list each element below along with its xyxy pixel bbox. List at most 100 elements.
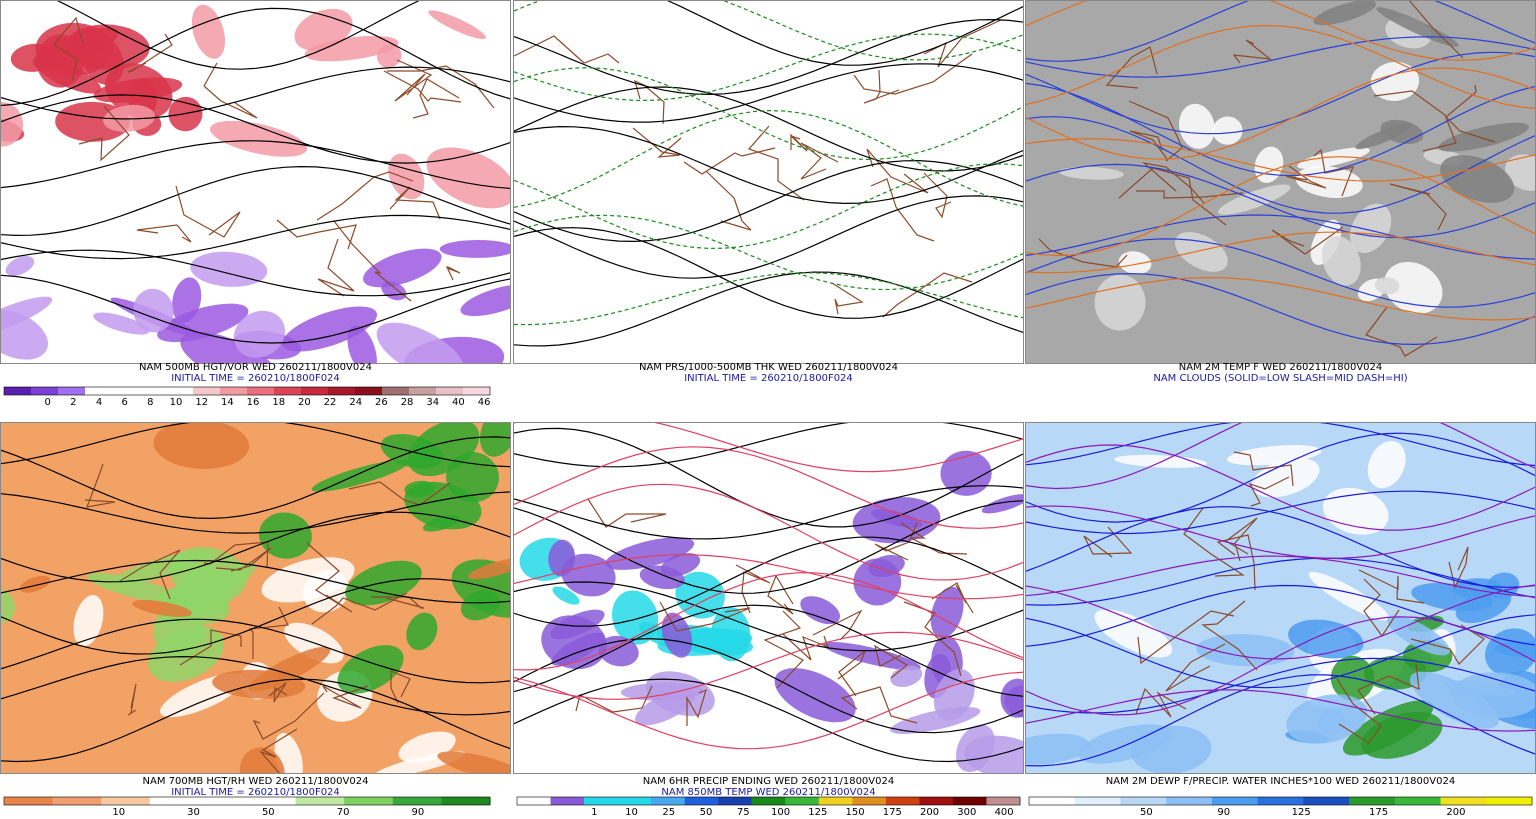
map-panel: NAM 500MB HGT/VOR WED 260211/1800V024 INI… bbox=[0, 0, 511, 409]
colorbar-label: 90 bbox=[411, 807, 424, 817]
caption: INITIAL TIME = 260210/1800F024 bbox=[171, 373, 340, 384]
contour bbox=[1026, 116, 1535, 214]
contour bbox=[514, 427, 1023, 528]
contour bbox=[1, 249, 510, 297]
shaded-area bbox=[259, 512, 312, 559]
shaded-area bbox=[548, 539, 576, 577]
contour bbox=[1026, 555, 1535, 598]
colorbar-label: 18 bbox=[272, 397, 285, 407]
colorbar-swatch bbox=[550, 797, 585, 805]
colorbar-label: 70 bbox=[337, 807, 350, 817]
colorbar-swatch bbox=[751, 797, 786, 805]
contour bbox=[1026, 51, 1535, 135]
colorbar-swatch bbox=[1257, 797, 1304, 805]
shaded-area bbox=[1321, 236, 1361, 286]
shaded-area bbox=[180, 332, 278, 363]
colorbar-swatch bbox=[952, 797, 987, 805]
shaded-area bbox=[157, 303, 249, 343]
colorbar-swatch bbox=[919, 797, 954, 805]
shaded-area bbox=[460, 590, 500, 621]
shaded-area bbox=[1094, 609, 1173, 658]
caption: NAM 2M DEWP F/PRECIP. WATER INCHES*100 W… bbox=[1105, 776, 1456, 787]
contour bbox=[514, 604, 1023, 697]
contour bbox=[1, 7, 510, 107]
colorbar-label: 2 bbox=[70, 397, 76, 407]
colorbar-swatch bbox=[328, 387, 356, 395]
contour bbox=[514, 109, 1023, 208]
colorbar-label: 8 bbox=[147, 397, 153, 407]
contour bbox=[1026, 1, 1535, 61]
shaded-area bbox=[1438, 122, 1529, 152]
colorbar-swatch bbox=[785, 797, 820, 805]
contour bbox=[1026, 490, 1535, 535]
colorbar-label: 200 bbox=[920, 807, 939, 817]
shaded-area bbox=[1318, 708, 1346, 735]
contour bbox=[514, 423, 1023, 473]
colorbar-swatch bbox=[149, 797, 199, 805]
shaded-area bbox=[1384, 261, 1443, 314]
shaded-area bbox=[479, 423, 510, 457]
shaded-area bbox=[1059, 166, 1124, 180]
colorbar-label: 10 bbox=[112, 807, 125, 817]
colorbar-swatch bbox=[166, 387, 194, 395]
shaded-area bbox=[468, 557, 510, 580]
shaded-area bbox=[1350, 203, 1392, 253]
shaded-area bbox=[940, 450, 992, 496]
colorbar-label: 14 bbox=[221, 397, 234, 407]
colorbar-swatch bbox=[409, 387, 437, 395]
caption: NAM 500MB HGT/VOR WED 260211/1800V024 bbox=[139, 362, 372, 373]
colorbar-label: 24 bbox=[349, 397, 362, 407]
colorbar-swatch bbox=[1120, 797, 1167, 805]
shaded-area bbox=[552, 586, 580, 605]
contour bbox=[1026, 163, 1535, 239]
shaded-area bbox=[1000, 678, 1023, 718]
colorbar-swatch bbox=[441, 797, 491, 805]
contour bbox=[514, 33, 1023, 102]
contour bbox=[514, 159, 1023, 243]
contour bbox=[514, 423, 1023, 468]
contour bbox=[1026, 444, 1535, 531]
shaded-area bbox=[1367, 440, 1406, 489]
contour bbox=[1, 559, 510, 604]
colorbar-label: 10 bbox=[625, 807, 638, 817]
contour bbox=[1, 618, 510, 684]
colorbar-label: 0 bbox=[44, 397, 50, 407]
map bbox=[0, 422, 511, 774]
colorbar-swatch bbox=[274, 387, 302, 395]
shaded-area bbox=[406, 612, 438, 651]
shaded-area bbox=[153, 423, 250, 469]
colorbar-frame bbox=[1028, 796, 1533, 806]
colorbar-label: 90 bbox=[1217, 807, 1230, 817]
shaded-area bbox=[1297, 147, 1370, 169]
shaded-area bbox=[428, 10, 486, 40]
colorbar-swatch bbox=[463, 387, 491, 395]
contour bbox=[1, 165, 510, 237]
colorbar-label: 25 bbox=[662, 807, 675, 817]
shaded-area bbox=[1178, 103, 1215, 149]
colorbar-swatch bbox=[220, 387, 248, 395]
shaded-area bbox=[210, 120, 308, 157]
colorbar-label: 175 bbox=[1369, 807, 1388, 817]
contour bbox=[514, 536, 1023, 627]
contour bbox=[514, 1, 1023, 61]
colorbar-swatch bbox=[617, 797, 652, 805]
shaded-area bbox=[541, 615, 607, 670]
colorbar-label: 40 bbox=[452, 397, 465, 407]
contour bbox=[514, 572, 1023, 671]
caption: INITIAL TIME = 260210/1800F024 bbox=[171, 787, 340, 798]
caption: INITIAL TIME = 260210/1800F024 bbox=[684, 373, 853, 384]
shaded-area bbox=[439, 239, 510, 258]
shaded-area bbox=[460, 284, 510, 317]
colorbar-frame bbox=[516, 796, 1021, 806]
colorbar-swatch bbox=[382, 387, 410, 395]
colorbar-label: 12 bbox=[195, 397, 208, 407]
colorbar-label: 125 bbox=[808, 807, 827, 817]
contour bbox=[514, 272, 1023, 326]
shaded-area bbox=[1254, 146, 1284, 183]
colorbar-label: 125 bbox=[1292, 807, 1311, 817]
colorbar-swatch bbox=[651, 797, 686, 805]
contour bbox=[1, 140, 510, 190]
shaded-area bbox=[104, 63, 173, 119]
contour bbox=[514, 483, 1023, 581]
shaded-area bbox=[605, 537, 695, 570]
